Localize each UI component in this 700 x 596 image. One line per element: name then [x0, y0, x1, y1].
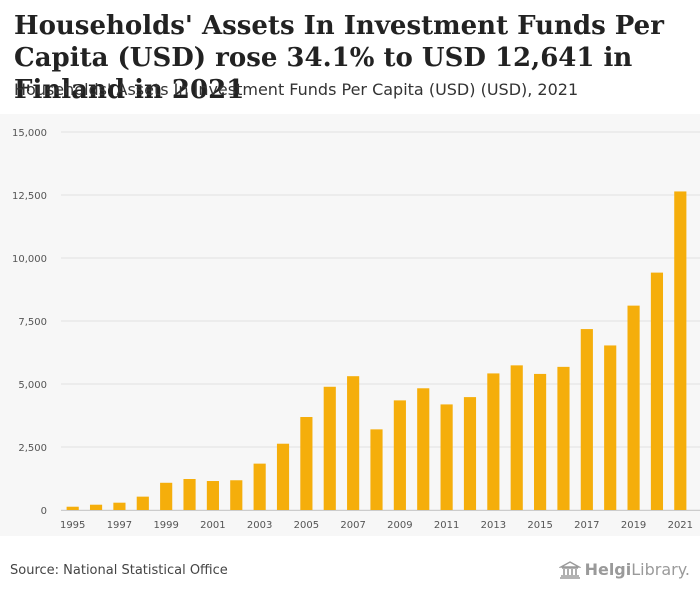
y-tick-label: 5,000 [18, 380, 47, 391]
chart-subtitle: Households' Assets In Investment Funds P… [14, 80, 579, 99]
x-tick-label: 1995 [60, 520, 85, 531]
x-tick-label: 2011 [434, 520, 459, 531]
bar-2019[interactable] [627, 305, 640, 510]
bar-2004[interactable] [276, 443, 290, 510]
source-text: Source: National Statistical Office [10, 563, 228, 578]
y-tick-label: 7,500 [18, 317, 47, 328]
bar-1995[interactable] [66, 506, 79, 510]
bar-2021[interactable] [674, 191, 687, 510]
bar-chart: 0 2,500 5,000 7,500 10,000 12,500 15,000 1995 19… [12, 128, 700, 531]
x-tick-label: 2007 [340, 520, 365, 531]
x-tick-label: 1999 [153, 520, 178, 531]
bar-2000[interactable] [183, 479, 196, 510]
library-building-icon [558, 560, 581, 579]
y-tick-label: 15,000 [12, 128, 47, 139]
x-tick-label: 2021 [668, 520, 693, 531]
y-tick-label: 12,500 [12, 191, 47, 202]
x-tick-label: 1997 [107, 520, 132, 531]
y-tick-label: 2,500 [18, 443, 47, 454]
bar-2006[interactable] [323, 386, 336, 510]
bar-2015[interactable] [534, 373, 547, 510]
x-tick-label: 2015 [527, 520, 552, 531]
bar-2020[interactable] [650, 272, 664, 510]
bar-2017[interactable] [580, 329, 593, 510]
bar-2011[interactable] [440, 404, 453, 510]
brand-logo[interactable]: HelgiLibrary. [558, 560, 690, 579]
bar-2013[interactable] [487, 373, 500, 510]
bar-1997[interactable] [113, 502, 126, 510]
bar-2002[interactable] [230, 480, 243, 510]
x-tick-label: 2003 [247, 520, 272, 531]
x-tick-label: 2005 [294, 520, 319, 531]
bar-2016[interactable] [557, 366, 570, 510]
bar-2005[interactable] [300, 417, 313, 510]
bar-2003[interactable] [253, 463, 266, 510]
chart-title: Households' Assets In Investment Funds P… [14, 11, 664, 105]
y-tick-label: 10,000 [12, 254, 47, 265]
y-tick-label: 0 [41, 506, 47, 517]
bar-2009[interactable] [393, 400, 406, 510]
bar-2012[interactable] [463, 397, 477, 510]
brand-name-light: Library. [631, 560, 690, 579]
bar-1998[interactable] [136, 496, 149, 510]
bar-2014[interactable] [510, 365, 523, 510]
brand-name-bold: Helgi [584, 560, 632, 579]
bar-2010[interactable] [417, 388, 430, 510]
x-tick-label: 2009 [387, 520, 412, 531]
bar-2001[interactable] [206, 481, 219, 510]
x-tick-label: 2001 [200, 520, 225, 531]
bar-2007[interactable] [347, 376, 360, 510]
x-tick-label: 2017 [574, 520, 599, 531]
bar-2018[interactable] [604, 345, 617, 510]
bar-2008[interactable] [370, 429, 383, 510]
x-tick-label: 2013 [481, 520, 506, 531]
footer: Source: National Statistical Office Helg… [0, 550, 700, 596]
x-tick-label: 2019 [621, 520, 646, 531]
bar-1999[interactable] [160, 482, 173, 510]
bar-1996[interactable] [89, 504, 103, 510]
